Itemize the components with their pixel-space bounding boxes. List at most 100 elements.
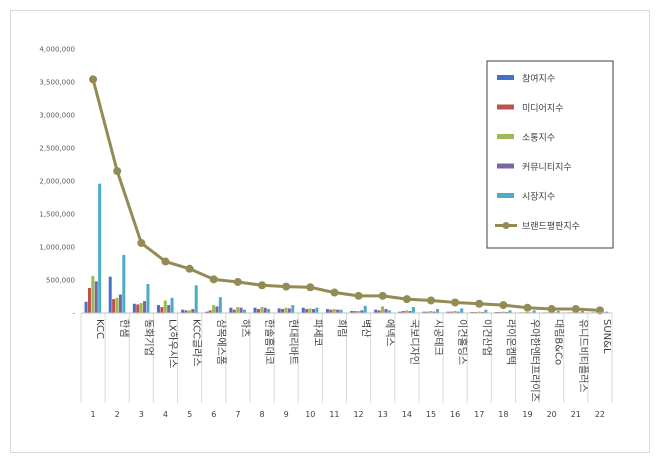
legend-swatch-1: [497, 75, 514, 80]
bar-5-2: [122, 254, 126, 313]
legend-label-2: 미디어지수: [522, 103, 563, 114]
bar-4-4: [167, 305, 171, 313]
x-rank-label: 12: [353, 410, 363, 419]
x-rank-label: 21: [571, 410, 581, 419]
x-category-label-group: 하츠: [239, 319, 252, 337]
x-category-label: 우아한엔터프라이즈: [529, 319, 541, 402]
bar-5-15: [436, 309, 440, 313]
bar-3-5: [187, 310, 191, 313]
x-category-label: 이건산업: [480, 319, 493, 356]
x-category-label-group: 벽산: [360, 319, 372, 337]
bar-2-11: [329, 309, 333, 313]
x-category-label: KCC글라스: [191, 319, 203, 367]
bar-3-10: [308, 308, 312, 313]
x-category-label: 희림: [335, 319, 347, 337]
bar-4-3: [143, 301, 147, 313]
bar-3-11: [332, 309, 336, 313]
x-axis: KCC 1 한샘 2 동화기업 3 LX하우시스 4 KCC글라스 5 삼목에스폼 6 하츠 7 한솔홈데코…: [80, 312, 613, 419]
bar-1-5: [181, 309, 185, 313]
x-category-label-group: 파세코: [311, 319, 323, 347]
bar-3-7: [236, 307, 240, 313]
x-category-label: 한솔홈데코: [263, 319, 276, 365]
y-tick-label: 1,500,000: [39, 211, 75, 219]
bar-2-14: [401, 311, 405, 313]
bar-3-15: [429, 311, 433, 313]
bar-1-8: [253, 307, 257, 313]
legend-swatch-4: [497, 163, 514, 169]
brand-index-point-5: [185, 264, 194, 273]
brand-index-point-7: [233, 277, 242, 286]
x-category-label: 유니드비티플러스: [577, 319, 589, 393]
bar-5-17: [484, 309, 488, 313]
brand-index-point-21: [571, 305, 580, 314]
y-tick-label: 2,000,000: [39, 178, 75, 186]
legend-swatch-2: [497, 104, 514, 110]
x-category-label: 하츠: [239, 319, 252, 337]
x-rank-label: 1: [91, 410, 96, 419]
bar-3-6: [212, 305, 216, 313]
x-rank-label: 16: [450, 410, 460, 419]
bar-1-15: [422, 311, 426, 313]
bar-2-6: [208, 310, 212, 313]
brand-index-point-3: [137, 239, 146, 248]
x-category-label-group: 동화기업: [142, 319, 155, 356]
bar-2-10: [305, 309, 309, 313]
bar-4-10: [311, 309, 315, 313]
bar-4-2: [118, 294, 122, 313]
x-category-label-group: 이건산업: [480, 319, 493, 356]
bar-5-12: [363, 305, 367, 313]
legend-label-4: 커뮤니티지수: [522, 162, 572, 173]
brand-index-point-13: [378, 291, 387, 300]
x-category-label-group: 국보디자인: [408, 319, 420, 365]
bar-4-14: [408, 311, 412, 313]
brand-index-point-16: [451, 298, 460, 307]
bar-1-7: [229, 307, 233, 313]
brand-index-point-14: [402, 295, 411, 304]
bar-4-9: [287, 308, 291, 313]
line-series: [89, 75, 604, 315]
bar-4-8: [263, 307, 267, 313]
x-category-label: SUN&L: [601, 319, 612, 354]
x-rank-label: 10: [305, 410, 315, 419]
bar-1-13: [374, 309, 378, 313]
x-category-label-group: 한솔홈데코: [263, 319, 276, 365]
bar-5-19: [532, 310, 536, 313]
x-category-label: 이건홀딩스: [456, 319, 469, 365]
x-rank-label: 6: [211, 410, 216, 419]
x-category-label-group: LX하우시스: [166, 319, 179, 368]
x-rank-label: 9: [284, 410, 289, 419]
bar-1-4: [156, 305, 160, 313]
bar-2-12: [353, 311, 357, 313]
bar-3-13: [381, 306, 385, 313]
bar-2-9: [281, 309, 285, 313]
x-category-label-group: 삼목에스폼: [215, 319, 227, 365]
bar-3-17: [477, 311, 481, 313]
x-rank-label: 18: [498, 410, 508, 419]
x-category-label-group: SUN&L: [601, 319, 612, 354]
brand-index-point-10: [306, 283, 315, 292]
bar-2-8: [256, 309, 260, 313]
bar-2-7: [232, 309, 236, 313]
bar-5-3: [146, 283, 150, 313]
brand-index-line: [91, 78, 601, 312]
brand-index-point-18: [499, 301, 508, 310]
x-category-label-group: 희림: [335, 319, 347, 337]
bar-2-16: [450, 311, 454, 313]
y-tick-label: 3,500,000: [39, 79, 75, 87]
x-category-label: 국보디자인: [408, 319, 420, 365]
x-rank-label: 13: [378, 410, 388, 419]
brand-index-point-12: [354, 291, 363, 300]
y-tick-label: 3,000,000: [39, 112, 75, 120]
brand-index-point-1: [89, 75, 98, 84]
x-rank-label: 2: [115, 410, 120, 419]
y-tick-label: 1,000,000: [39, 244, 75, 252]
legend-label-1: 참여지수: [522, 73, 555, 85]
brand-index-point-20: [547, 305, 556, 314]
x-rank-label: 19: [522, 410, 532, 419]
legend-swatch-3: [497, 134, 514, 139]
brand-index-point-22: [595, 306, 604, 315]
bar-1-16: [446, 311, 450, 313]
bar-1-1: [84, 301, 88, 313]
bar-3-4: [163, 300, 167, 313]
